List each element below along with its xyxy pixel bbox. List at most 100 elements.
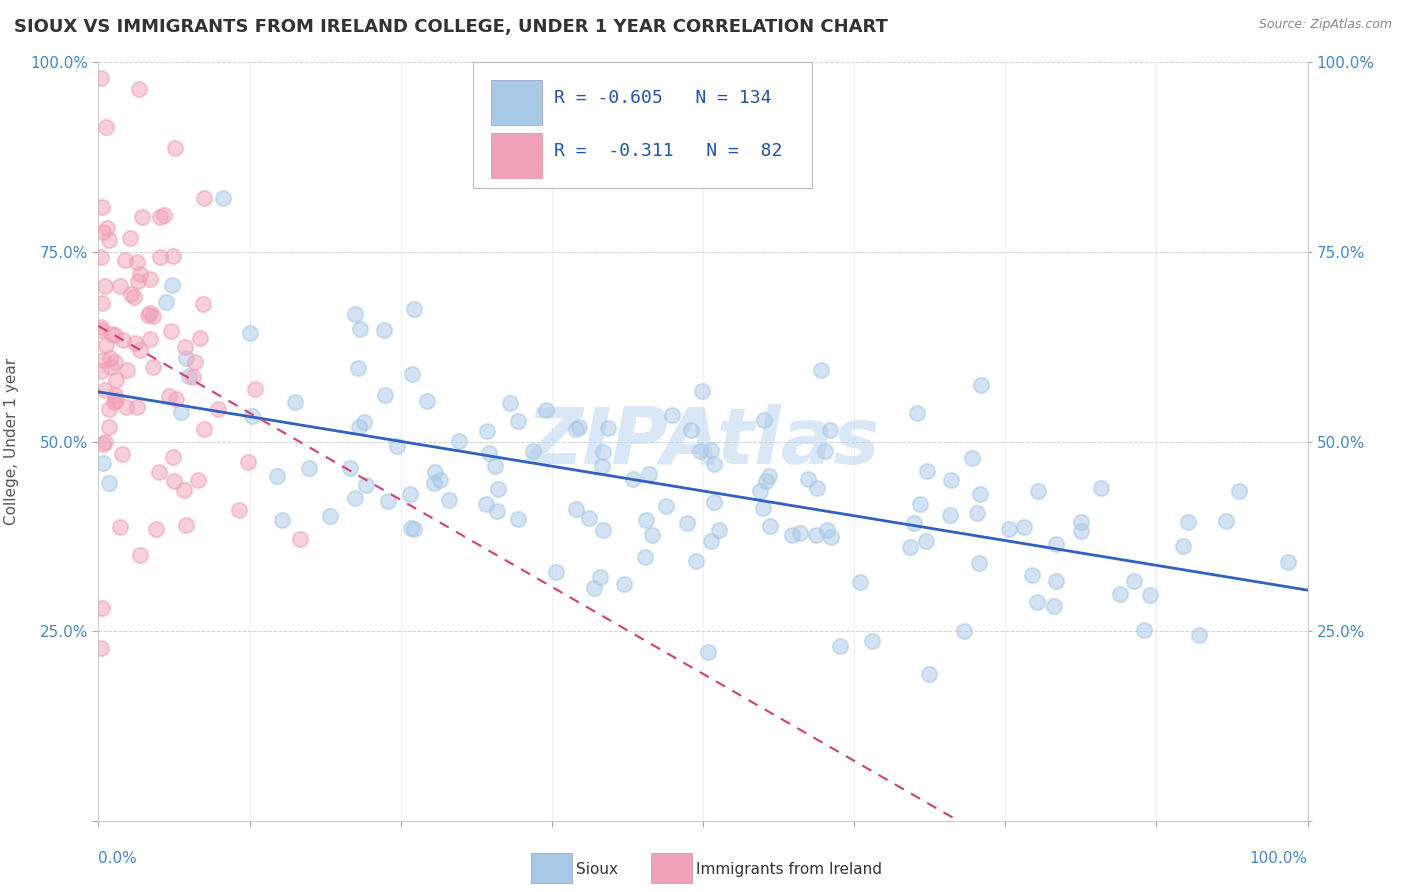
Point: [193, 422, 215, 436]
Point: [815, 524, 838, 538]
Point: [153, 208, 176, 222]
Point: [399, 487, 422, 501]
Point: [176, 517, 198, 532]
Point: [173, 483, 195, 497]
Point: [1043, 599, 1066, 613]
Point: [780, 528, 803, 542]
Point: [905, 406, 928, 420]
Point: [755, 474, 778, 488]
Point: [1014, 520, 1036, 534]
Point: [98, 420, 121, 434]
Point: [347, 420, 370, 434]
Point: [475, 424, 498, 438]
Point: [401, 521, 423, 535]
Point: [129, 267, 152, 281]
Point: [108, 279, 131, 293]
Point: [1171, 539, 1194, 553]
Point: [125, 255, 148, 269]
Point: [91, 456, 114, 470]
Point: [898, 540, 921, 554]
Point: [108, 520, 131, 534]
Point: [162, 249, 184, 263]
Point: [565, 422, 588, 436]
Point: [1108, 587, 1130, 601]
Point: [437, 492, 460, 507]
Point: [655, 499, 678, 513]
Point: [522, 443, 544, 458]
Point: [157, 389, 180, 403]
Point: [634, 550, 657, 565]
Point: [810, 363, 832, 377]
Point: [860, 634, 883, 648]
Point: [270, 513, 292, 527]
Point: [103, 395, 125, 409]
Point: [127, 400, 149, 414]
Point: [90, 323, 112, 337]
Point: [228, 503, 250, 517]
FancyBboxPatch shape: [474, 62, 811, 187]
Point: [131, 211, 153, 225]
Point: [752, 500, 775, 515]
Point: [139, 271, 162, 285]
Point: [297, 461, 319, 475]
Point: [918, 666, 941, 681]
Point: [661, 408, 683, 422]
Point: [188, 331, 211, 345]
Point: [94, 337, 117, 351]
Point: [806, 528, 828, 542]
Point: [689, 444, 711, 458]
Point: [94, 278, 117, 293]
Point: [139, 332, 162, 346]
Point: [148, 465, 170, 479]
Point: [90, 319, 112, 334]
Point: [100, 351, 122, 366]
Point: [568, 420, 591, 434]
Point: [138, 306, 160, 320]
Point: [401, 368, 423, 382]
Point: [115, 363, 138, 377]
Point: [914, 533, 936, 548]
Point: [849, 574, 872, 589]
Point: [96, 221, 118, 235]
Point: [149, 210, 172, 224]
Point: [373, 323, 395, 337]
Point: [160, 277, 183, 292]
FancyBboxPatch shape: [492, 133, 543, 178]
Point: [129, 549, 152, 563]
Point: [114, 252, 136, 267]
Point: [1026, 483, 1049, 498]
Point: [100, 360, 122, 375]
Point: [105, 392, 128, 407]
Point: [94, 434, 117, 449]
Point: [596, 421, 619, 435]
Point: [155, 294, 177, 309]
Point: [969, 378, 991, 392]
Point: [402, 522, 425, 536]
Point: [565, 501, 588, 516]
Point: [142, 360, 165, 375]
Point: [181, 370, 204, 384]
Text: ZIPAtlas: ZIPAtlas: [526, 403, 880, 480]
Point: [908, 496, 931, 510]
Point: [578, 510, 600, 524]
Point: [91, 225, 114, 239]
Point: [165, 141, 187, 155]
Point: [582, 581, 605, 595]
Point: [475, 497, 498, 511]
Point: [486, 483, 509, 497]
Text: R =  -0.311   N =  82: R = -0.311 N = 82: [554, 142, 783, 161]
Point: [111, 334, 134, 348]
Point: [546, 565, 568, 579]
Point: [387, 439, 409, 453]
Point: [149, 250, 172, 264]
Point: [797, 472, 820, 486]
Point: [416, 394, 439, 409]
Point: [173, 340, 195, 354]
Point: [90, 600, 112, 615]
Point: [966, 506, 988, 520]
Point: [814, 443, 837, 458]
Point: [353, 416, 375, 430]
Point: [128, 343, 150, 358]
Point: [187, 473, 209, 487]
Point: [97, 402, 120, 417]
